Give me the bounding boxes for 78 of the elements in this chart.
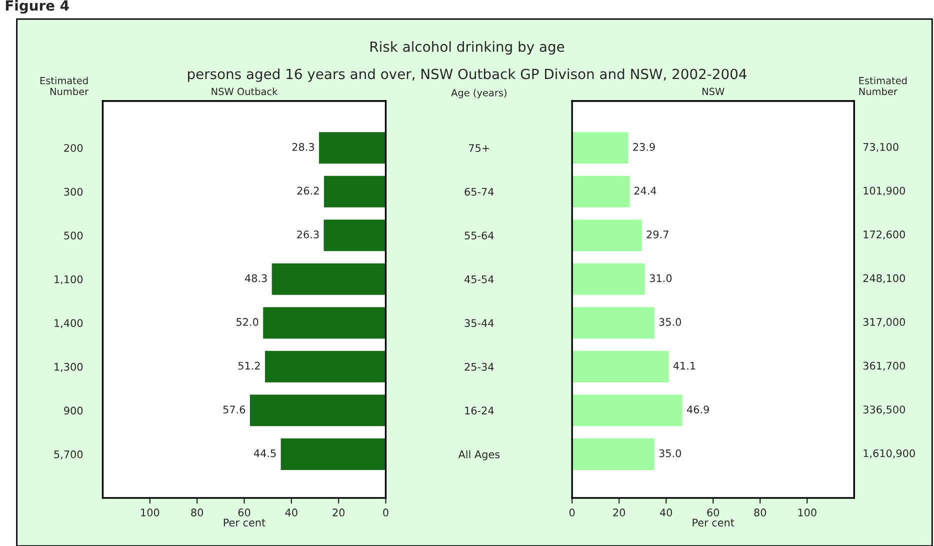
bar bbox=[324, 176, 386, 208]
text: Risk alcohol drinking by age bbox=[370, 41, 564, 55]
text: NSW Outback bbox=[212, 88, 278, 96]
text: 336,500 bbox=[863, 406, 905, 415]
x-tick-label: 20 bbox=[332, 508, 345, 516]
data-label: 51.2 bbox=[238, 362, 260, 370]
y-tick-label: 65-74 bbox=[464, 188, 494, 196]
data-label: 26.3 bbox=[297, 230, 319, 238]
x-tick-label: 40 bbox=[660, 508, 672, 516]
text: 361,700 bbox=[863, 362, 905, 371]
x-axis-title: Per cent bbox=[692, 518, 734, 527]
y-tick-label: 1,300 bbox=[54, 362, 83, 372]
x-tick-label: 80 bbox=[191, 508, 204, 516]
bar bbox=[280, 438, 386, 470]
bar bbox=[572, 132, 628, 164]
data-label: 29.7 bbox=[646, 230, 668, 238]
text: 73,100 bbox=[863, 142, 898, 152]
bar bbox=[572, 438, 654, 470]
x-tick-label: 0 bbox=[383, 508, 388, 516]
y-tick-label: 1,100 bbox=[54, 275, 83, 284]
x-tick-label: 100 bbox=[141, 508, 160, 516]
data-label: 41.1 bbox=[673, 362, 696, 370]
y-tick-label: 16-24 bbox=[465, 406, 494, 415]
bar bbox=[319, 132, 386, 164]
bar bbox=[272, 263, 386, 295]
bar bbox=[572, 263, 645, 295]
data-label: 46.9 bbox=[686, 406, 709, 414]
y-tick-label: 900 bbox=[64, 406, 83, 415]
x-axis-title: Per cent bbox=[224, 518, 266, 527]
caption: Figure 4 bbox=[6, 0, 69, 14]
data-label: 35.0 bbox=[659, 449, 682, 458]
data-label: 26.2 bbox=[297, 186, 319, 195]
x-tick-label: 0 bbox=[569, 508, 575, 516]
bar bbox=[250, 394, 386, 426]
y-tick-label: 45-54 bbox=[464, 275, 494, 284]
y-tick-label: All Ages bbox=[458, 450, 500, 460]
x-tick-label: 20 bbox=[613, 508, 626, 516]
y-tick-label: 55-64 bbox=[464, 232, 494, 240]
x-tick-label: 80 bbox=[754, 508, 766, 516]
text: 317,000 bbox=[863, 318, 905, 327]
data-label: 31.0 bbox=[650, 274, 672, 282]
data-label: 35.0 bbox=[659, 318, 682, 326]
text: 101,900 bbox=[864, 186, 905, 196]
y-axis-title: Age (years) bbox=[451, 88, 506, 98]
bar bbox=[572, 350, 669, 382]
text: 248,100 bbox=[863, 274, 905, 284]
data-label: 28.3 bbox=[292, 142, 314, 151]
bar bbox=[572, 176, 630, 208]
text: persons aged 16 years and over, NSW Outback GP Divison and NSW, 2002-2004 bbox=[188, 68, 746, 82]
y-tick-label: 75+ bbox=[469, 144, 490, 152]
text: 1,610,900 bbox=[864, 449, 915, 458]
y-tick-label: 300 bbox=[64, 188, 83, 196]
data-label: 57.6 bbox=[223, 406, 246, 414]
y-axis-title: Estimated Number bbox=[40, 76, 89, 96]
y-tick-label: 1,400 bbox=[54, 319, 83, 328]
data-label: 24.4 bbox=[634, 186, 656, 194]
data-label: 23.9 bbox=[633, 142, 655, 151]
y-tick-label: 500 bbox=[64, 232, 83, 240]
bar bbox=[572, 220, 642, 252]
bar bbox=[264, 350, 386, 382]
y-tick-label: 25-34 bbox=[464, 362, 494, 371]
bar bbox=[572, 394, 682, 426]
data-label: 52.0 bbox=[236, 318, 258, 326]
text: 172,600 bbox=[864, 230, 905, 240]
y-tick-label: 35-44 bbox=[464, 319, 494, 327]
x-tick-label: 60 bbox=[238, 508, 250, 516]
y-tick-label: 200 bbox=[64, 144, 83, 152]
y2-axis-title: Estimated Number bbox=[859, 76, 907, 96]
chart-title: NSW bbox=[702, 88, 724, 96]
x-tick-label: 100 bbox=[798, 508, 816, 516]
data-label: 44.5 bbox=[254, 449, 276, 458]
bar bbox=[263, 307, 386, 339]
data-label: 48.3 bbox=[244, 274, 267, 282]
bar bbox=[572, 307, 654, 339]
x-tick-label: 60 bbox=[707, 508, 720, 516]
bar bbox=[324, 220, 386, 252]
y-tick-label: 5,700 bbox=[54, 450, 83, 460]
x-tick-label: 40 bbox=[285, 508, 298, 516]
